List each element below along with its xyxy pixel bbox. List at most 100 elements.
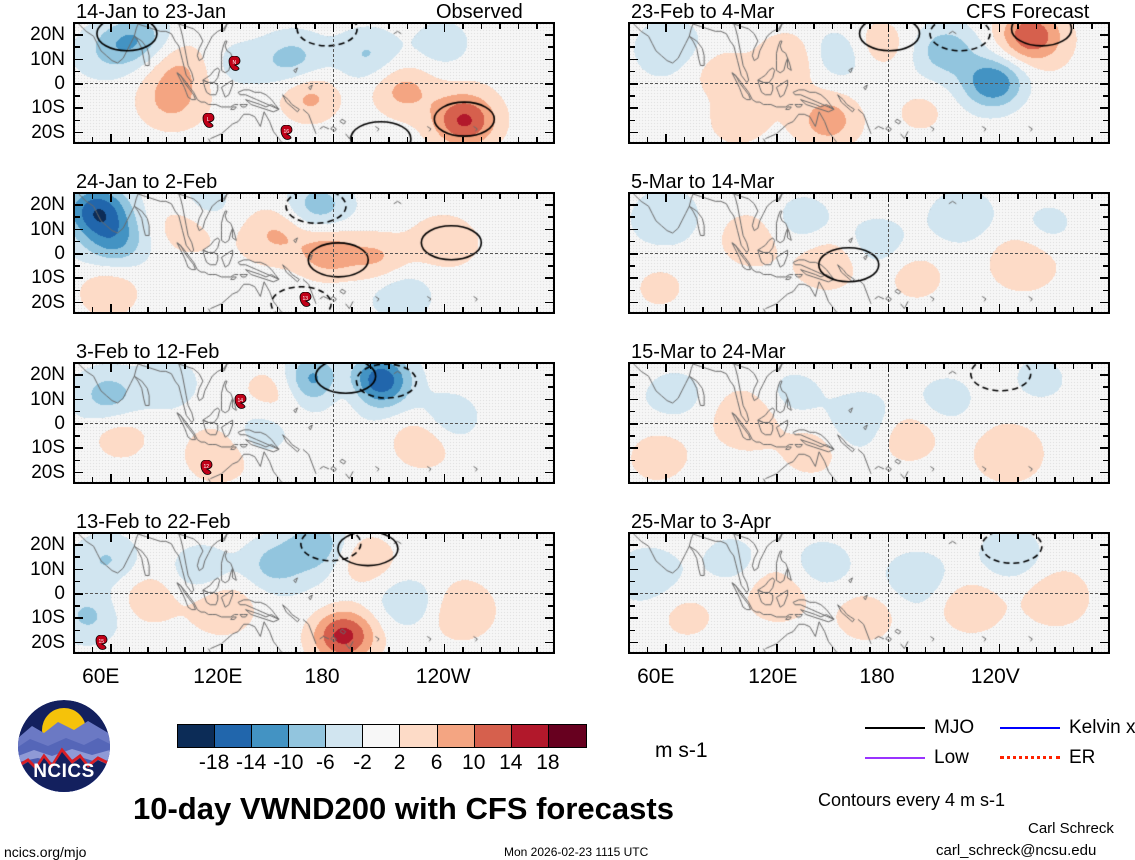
x-tick — [1054, 647, 1056, 652]
x-tick — [314, 137, 316, 142]
x-tick — [517, 137, 520, 142]
x-tick — [462, 364, 464, 369]
x-tick — [110, 534, 112, 542]
y-axis-label: 10N — [30, 48, 65, 70]
x-tick — [184, 534, 186, 539]
x-tick — [757, 647, 760, 652]
x-tick — [776, 24, 778, 32]
y-tick — [630, 70, 635, 73]
x-tick — [813, 194, 815, 199]
x-tick — [1054, 477, 1056, 482]
x-tick — [165, 24, 168, 29]
x-tick — [887, 134, 890, 142]
colorbar-segment — [400, 725, 438, 747]
x-tick — [1091, 24, 1093, 29]
y-tick — [1100, 34, 1108, 36]
y-tick — [545, 423, 553, 425]
x-tick — [757, 194, 760, 199]
x-tick — [1072, 137, 1075, 142]
legend-line-swatch — [865, 726, 925, 729]
x-tick — [388, 364, 390, 369]
dateline-gridline — [332, 194, 334, 312]
x-tick — [980, 307, 982, 312]
svg-text:14: 14 — [237, 398, 243, 404]
x-tick — [943, 24, 945, 29]
colorbar-tick: 18 — [536, 751, 560, 774]
x-tick — [443, 644, 446, 652]
x-tick — [425, 24, 427, 29]
x-tick — [720, 647, 723, 652]
y-tick — [630, 471, 638, 474]
x-tick — [295, 477, 297, 482]
x-tick — [906, 534, 908, 539]
x-tick — [221, 474, 223, 482]
y-tick — [545, 617, 553, 619]
panel-title: 5-Mar to 14-Mar — [631, 171, 775, 193]
y-tick — [548, 459, 553, 462]
y-tick — [1100, 447, 1108, 449]
x-tick — [91, 137, 94, 142]
x-tick — [646, 534, 649, 539]
y-tick — [75, 131, 83, 134]
x-tick — [258, 24, 260, 29]
y-axis-label: 20S — [31, 631, 65, 653]
x-tick — [1017, 307, 1019, 312]
x-tick — [314, 24, 316, 29]
x-tick — [406, 364, 409, 369]
x-tick — [831, 477, 834, 482]
y-tick — [545, 301, 553, 304]
x-tick — [850, 534, 852, 539]
y-tick — [630, 228, 638, 231]
x-tick — [1035, 477, 1038, 482]
x-tick — [332, 134, 335, 142]
equator-gridline — [75, 593, 553, 594]
x-tick — [517, 307, 520, 312]
x-tick — [369, 137, 372, 142]
y-tick — [630, 34, 638, 36]
x-tick — [906, 137, 908, 142]
x-tick — [887, 194, 890, 202]
x-tick — [776, 194, 778, 202]
x-tick — [536, 194, 538, 199]
y-tick — [1100, 641, 1108, 644]
x-tick — [425, 647, 427, 652]
x-tick — [831, 534, 834, 539]
x-tick — [351, 364, 353, 369]
y-axis-label: 10N — [30, 388, 65, 410]
x-tick — [91, 534, 94, 539]
x-tick — [332, 194, 335, 202]
x-tick — [202, 194, 205, 199]
x-axis-label: 120E — [193, 665, 243, 688]
colorbar-tick: -10 — [273, 751, 304, 774]
x-tick — [1072, 24, 1075, 29]
y-axis-label: 10N — [30, 558, 65, 580]
x-tick — [332, 534, 335, 542]
x-tick — [128, 194, 131, 199]
x-tick — [1035, 137, 1038, 142]
colorbar-tick: -14 — [235, 751, 267, 774]
x-tick — [332, 24, 335, 32]
x-tick — [998, 304, 1001, 312]
y-tick — [75, 641, 83, 644]
x-tick — [462, 477, 464, 482]
x-tick — [480, 364, 483, 369]
y-tick — [1103, 265, 1108, 267]
y-tick — [548, 410, 553, 413]
x-tick — [924, 477, 927, 482]
x-tick — [1072, 534, 1075, 539]
x-tick — [739, 477, 741, 482]
x-tick — [499, 647, 501, 652]
x-tick — [147, 647, 149, 652]
x-tick — [702, 477, 704, 482]
x-tick — [665, 364, 667, 372]
x-tick — [980, 137, 982, 142]
footer-email: carl_schreck@ncsu.edu — [936, 842, 1097, 859]
x-tick — [258, 137, 260, 142]
x-tick — [202, 534, 205, 539]
y-tick — [548, 95, 553, 97]
x-tick — [720, 194, 723, 199]
x-tick — [499, 307, 501, 312]
panel-title: 14-Jan to 23-Jan — [76, 1, 227, 23]
x-tick — [961, 534, 964, 539]
x-tick — [110, 304, 112, 312]
